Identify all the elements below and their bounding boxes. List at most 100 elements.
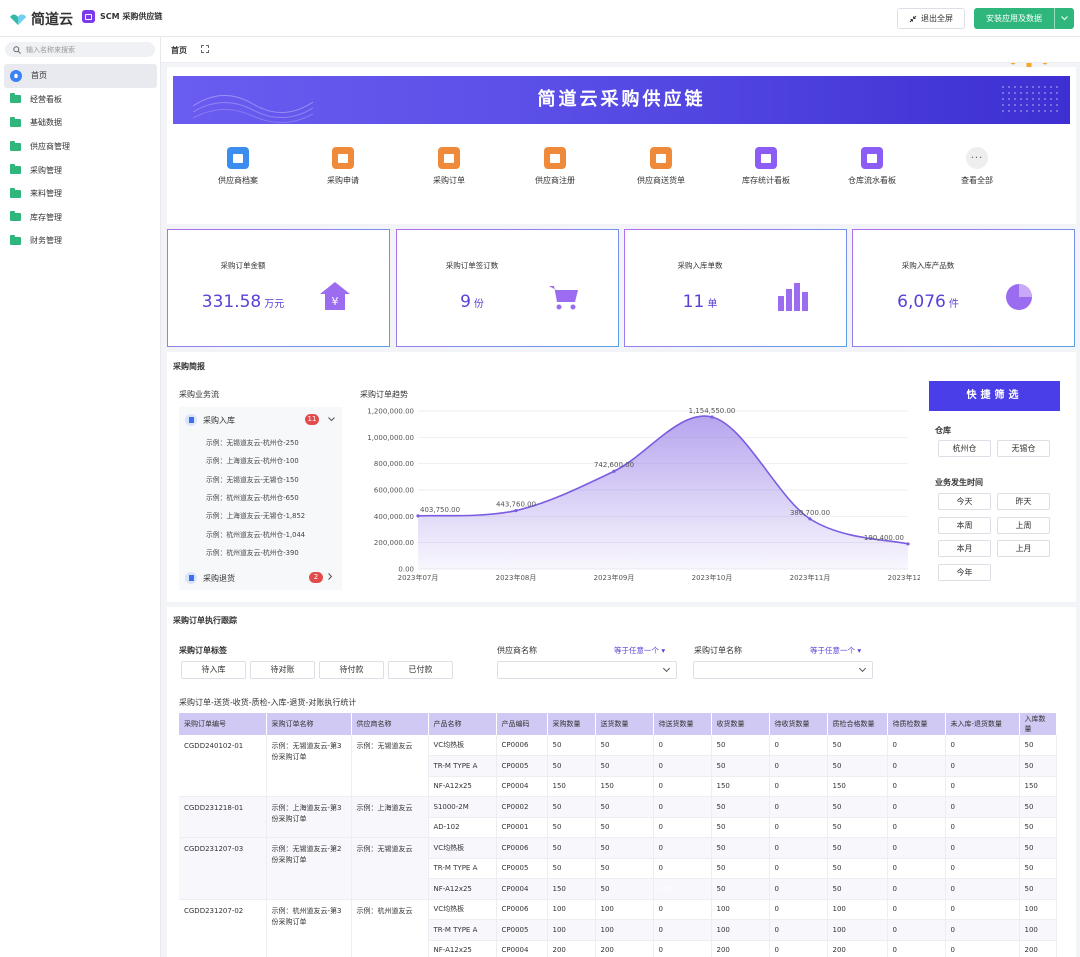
data-point[interactable]	[514, 508, 518, 513]
quick-entry-icon	[438, 147, 460, 169]
flow-return-item[interactable]: 采购退货 2	[179, 565, 342, 590]
time-filter-button[interactable]: 上周	[997, 516, 1050, 534]
tab-home[interactable]: 首页	[171, 46, 187, 55]
table-row[interactable]: AD-102 CP0001 50 50 0 50 0 50 0 0 50	[179, 817, 1057, 838]
time-filter-button[interactable]: 本周	[938, 516, 991, 534]
table-row[interactable]: NF-A12x25 CP0004 150 150 0 150 0 150 0 0 150	[179, 776, 1057, 797]
data-point[interactable]	[612, 469, 616, 473]
flow-row[interactable]: 示例：上海道友云-无锡仓-1,852	[206, 512, 306, 521]
column-header[interactable]: 采购订单编号	[179, 713, 267, 735]
tag-filter-button[interactable]: 已付款	[388, 661, 453, 679]
table-cell: 0	[945, 878, 1020, 900]
quick-entry[interactable]: ··· 查看全部	[927, 147, 1027, 186]
table-row[interactable]: TR-M TYPE A CP0005 50 50 0 50 0 50 0 0 50	[179, 755, 1057, 777]
sidebar-item-dashboard[interactable]: 经营看板	[0, 88, 161, 112]
data-point[interactable]	[808, 517, 812, 521]
x-tick-label: 2023年11月	[790, 573, 831, 582]
flow-row[interactable]: 示例：杭州道友云-杭州仓-650	[206, 493, 299, 502]
flow-row[interactable]: 示例：无锡道友云-杭州仓-250	[206, 439, 299, 447]
folder-icon	[10, 187, 21, 198]
app-switcher[interactable]: SCM 采购供应链	[82, 10, 162, 23]
data-point[interactable]	[416, 514, 420, 518]
sidebar-item-inventory[interactable]: 库存管理	[0, 206, 161, 230]
supplier-operator[interactable]: 等于任意一个 ▾	[614, 646, 666, 655]
supplier-select[interactable]	[497, 661, 677, 679]
order-name-operator[interactable]: 等于任意一个 ▾	[810, 646, 862, 655]
sidebar-item-supplier[interactable]: 供应商管理	[0, 135, 161, 159]
flow-row[interactable]: 示例：无锡道友云-无锡仓-150	[206, 475, 299, 484]
table-row[interactable]: TR-M TYPE A CP0005 50 50 0 50 0 50 0 0 50	[179, 858, 1057, 879]
tracking-panel: 采购订单执行跟踪 采购订单标签 待入库 待对账 待付款 已付款 供应商名称 等于任意一…	[167, 607, 1076, 957]
column-header[interactable]: 采购订单名称	[266, 713, 352, 735]
time-filter-button[interactable]: 上月	[997, 540, 1050, 557]
column-header[interactable]: 入库数量	[1019, 713, 1057, 735]
chevron-down-icon[interactable]	[1054, 8, 1074, 29]
flow-row[interactable]: 示例：杭州道友云-杭州仓-1,044	[206, 530, 306, 539]
time-filter-button[interactable]: 本月	[938, 540, 991, 557]
flow-row[interactable]: 示例：上海道友云-杭州仓-100	[206, 457, 299, 466]
order-name-select[interactable]	[693, 661, 873, 679]
time-filter-button[interactable]: 今年	[938, 563, 991, 581]
data-point[interactable]	[710, 415, 714, 419]
brand-logo[interactable]: 简道云	[9, 9, 73, 29]
warehouse-filter-button[interactable]: 杭州仓	[938, 440, 991, 457]
execution-table: 采购订单编号 采购订单名称 供应商名称 产品名称 产品编码 采购数量 送货数量 待送货数量 收货…	[179, 713, 1057, 957]
kpi-card[interactable]: 采购订单签订数 9 份	[396, 229, 619, 347]
time-filter-button[interactable]: 今天	[938, 493, 991, 510]
tag-filter-button[interactable]: 待入库	[181, 661, 246, 679]
folder-icon	[10, 116, 21, 127]
table-row[interactable]: CGDD231207-02 示例：杭州道友云-第3份采购订单 示例：杭州道友云 VC均…	[179, 899, 1057, 957]
table-row[interactable]: NF-A12x25 CP0004 200 200 0 200 0 200 0 0 200	[179, 940, 1057, 957]
exit-fullscreen-button[interactable]: 退出全屏	[897, 8, 965, 29]
column-header[interactable]: 送货数量	[595, 713, 654, 735]
column-header[interactable]: 待质检数量	[887, 713, 946, 735]
column-header[interactable]: 采购数量	[547, 713, 596, 735]
table-cell: 100	[1019, 899, 1057, 920]
quick-entry[interactable]: 采购申请	[293, 147, 393, 186]
table-cell: CP0005	[496, 919, 548, 941]
table-cell: 0	[653, 755, 712, 777]
sidebar-item-purchase[interactable]: 采购管理	[0, 158, 161, 182]
column-header[interactable]: 产品名称	[428, 713, 497, 735]
quick-entries: 供应商档案 采购申请 采购订单 供应商注册 供应商送货单 库存统计看板 仓库流水看板 ··· 查…	[167, 147, 1076, 187]
sidebar-item-finance[interactable]: 财务管理	[0, 229, 161, 253]
column-header[interactable]: 未入库-退货数量	[945, 713, 1020, 735]
quick-entry[interactable]: 采购订单	[399, 147, 499, 186]
table-row[interactable]: NF-A12x25 CP0004 150 50 100 50 0 50 0 0 50	[179, 878, 1057, 900]
table-row[interactable]: CGDD240102-01 示例：无锡道友云-第3份采购订单 示例：无锡道友云 VC均…	[179, 735, 1057, 797]
tag-filter-button[interactable]: 待付款	[319, 661, 384, 679]
column-header[interactable]: 供应商名称	[351, 713, 429, 735]
quick-filter-button[interactable]: 快捷筛选	[929, 381, 1060, 411]
search-input[interactable]: 输入名称来搜索	[5, 42, 155, 57]
table-cell: 50	[547, 817, 596, 838]
quick-entry[interactable]: 供应商档案	[188, 147, 288, 186]
sidebar-item-incoming[interactable]: 来料管理	[0, 182, 161, 206]
data-point[interactable]	[906, 542, 910, 546]
install-app-button[interactable]: 安装应用及数据	[974, 8, 1074, 29]
flow-in-header[interactable]: 采购入库	[185, 413, 337, 427]
table-row[interactable]: CGDD231218-01 示例：上海道友云-第3份采购订单 示例：上海道友云 S10…	[179, 796, 1057, 838]
column-header[interactable]: 收货数量	[711, 713, 770, 735]
quick-entry[interactable]: 供应商注册	[505, 147, 605, 186]
kpi-card[interactable]: 采购订单金额 331.58 万元 ¥	[167, 229, 390, 347]
table-row[interactable]: CGDD231207-03 示例：无锡道友云-第2份采购订单 示例：无锡道友云 VC均…	[179, 837, 1057, 900]
kpi-card[interactable]: 采购入库单数 11 单	[624, 229, 847, 347]
table-row[interactable]: TR-M TYPE A CP0005 100 100 0 100 0 100 0 0 100	[179, 919, 1057, 941]
column-header[interactable]: 质检合格数量	[827, 713, 888, 735]
column-header[interactable]: 待送货数量	[653, 713, 712, 735]
quick-entry[interactable]: 供应商送货单	[611, 147, 711, 186]
column-header[interactable]: 产品编码	[496, 713, 548, 735]
column-header[interactable]: 待收货数量	[769, 713, 828, 735]
time-filter-button[interactable]: 昨天	[997, 493, 1050, 510]
warehouse-filter-button[interactable]: 无锡仓	[997, 440, 1050, 457]
quick-entry[interactable]: 仓库流水看板	[822, 147, 922, 186]
flow-row[interactable]: 示例：杭州道友云-杭州仓-390	[206, 548, 299, 557]
sidebar-item-home[interactable]: 首页	[4, 64, 157, 88]
tag-filter-button[interactable]: 待对账	[250, 661, 315, 679]
expand-icon[interactable]	[201, 45, 209, 53]
table-cell: 0	[769, 837, 828, 859]
sidebar-item-basic-data[interactable]: 基础数据	[0, 111, 161, 135]
quick-entry[interactable]: 库存统计看板	[716, 147, 816, 186]
kpi-card[interactable]: 采购入库产品数 6,076 件	[852, 229, 1075, 347]
chevron-down-icon[interactable]	[328, 417, 335, 422]
